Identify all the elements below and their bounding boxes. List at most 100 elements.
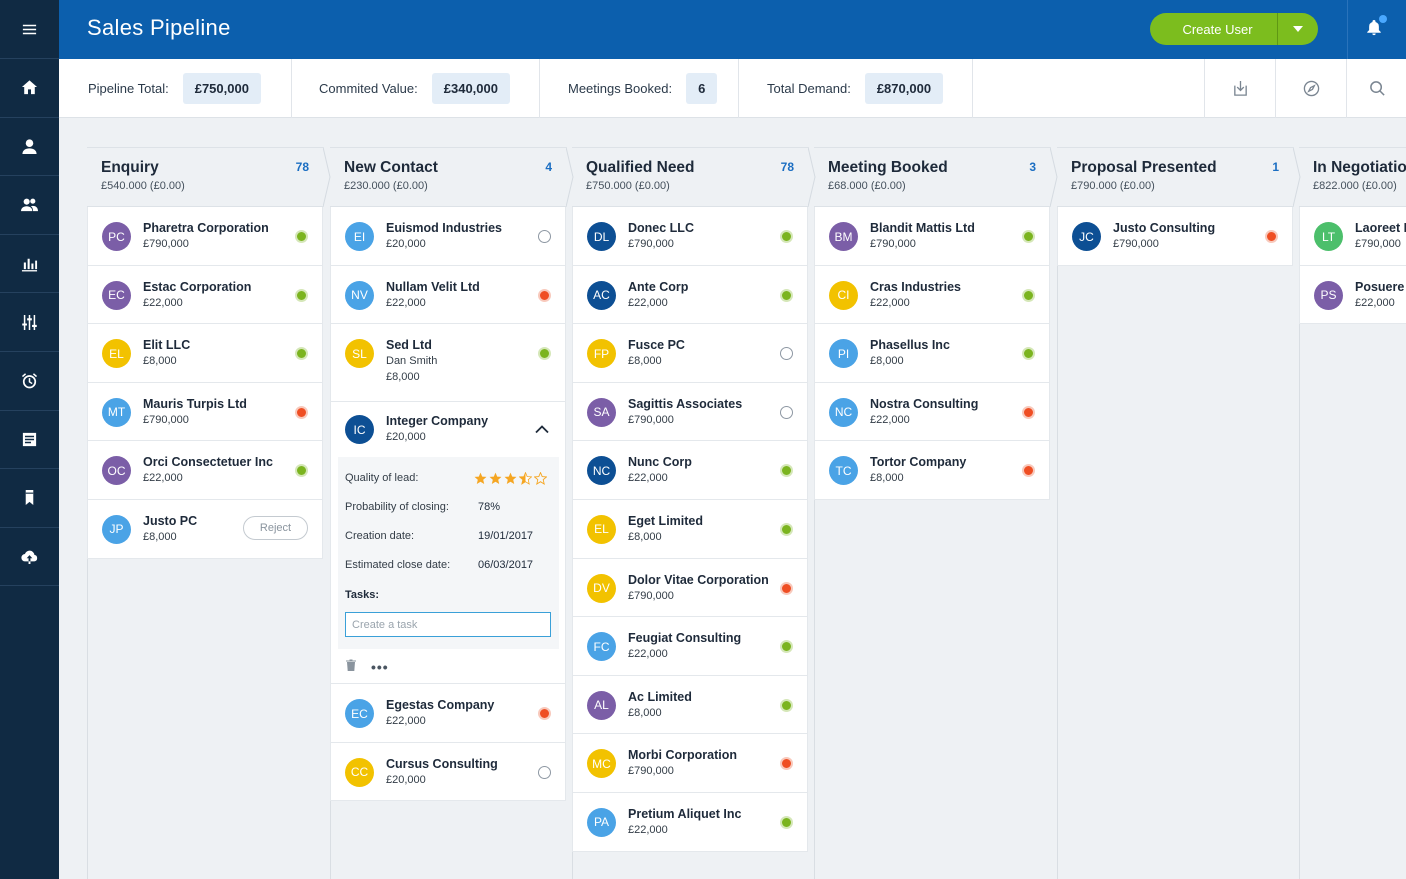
status-green-indicator[interactable]: [1022, 230, 1035, 243]
deal-card[interactable]: SL Sed Ltd Dan Smith £8,000: [330, 324, 566, 403]
column-title: New Contact: [344, 159, 438, 176]
status-red-indicator[interactable]: [1022, 405, 1035, 419]
sidebar-item-home[interactable]: [0, 59, 59, 118]
create-task-input[interactable]: [345, 612, 551, 638]
status-empty-indicator[interactable]: [780, 405, 793, 419]
column-header[interactable]: New Contact £230.000 (£0.00) 4: [330, 147, 566, 207]
column-header[interactable]: Proposal Presented £790.000 (£0.00) 1: [1057, 147, 1293, 207]
status-green-indicator[interactable]: [780, 640, 793, 654]
status-red-indicator[interactable]: [538, 707, 551, 721]
status-green-indicator[interactable]: [295, 230, 308, 243]
search-icon[interactable]: [1342, 59, 1406, 118]
deal-card[interactable]: EL Eget Limited £8,000: [572, 499, 808, 559]
bell-icon[interactable]: [1365, 15, 1387, 40]
status-green-indicator[interactable]: [1022, 347, 1035, 361]
column-divider-arrow: [322, 147, 331, 208]
sidebar-item-reports[interactable]: [0, 235, 59, 294]
sidebar-item-filters[interactable]: [0, 293, 59, 352]
star-full-icon[interactable]: [489, 472, 502, 485]
status-red-indicator[interactable]: [1265, 230, 1278, 243]
deal-card[interactable]: PC Pharetra Corporation £790,000: [87, 207, 323, 266]
status-green-indicator[interactable]: [780, 288, 793, 302]
deal-card[interactable]: MC Morbi Corporation £790,000: [572, 734, 808, 793]
sidebar-item-users[interactable]: [0, 176, 59, 235]
column-header[interactable]: In Negotiation £822.000 (£0.00): [1299, 147, 1406, 207]
deal-card[interactable]: NV Nullam Velit Ltd £22,000: [330, 265, 566, 325]
status-green-indicator[interactable]: [295, 288, 308, 302]
sidebar-item-bookmarks[interactable]: [0, 469, 59, 528]
status-green-indicator[interactable]: [780, 230, 793, 243]
star-full-icon[interactable]: [474, 472, 487, 485]
status-green-indicator[interactable]: [780, 522, 793, 536]
star-empty-icon[interactable]: [534, 472, 547, 486]
deal-card[interactable]: LT Laoreet Ltd £790,000: [1299, 207, 1406, 266]
column-header[interactable]: Enquiry £540.000 (£0.00) 78: [87, 147, 323, 207]
deal-card[interactable]: EC Egestas Company £22,000: [330, 684, 566, 743]
sidebar-item-notes[interactable]: [0, 411, 59, 470]
deal-card[interactable]: AL Ac Limited £8,000: [572, 675, 808, 735]
column-header[interactable]: Meeting Booked £68.000 (£0.00) 3: [814, 147, 1050, 207]
sidebar-item-user[interactable]: [0, 118, 59, 177]
status-red-indicator[interactable]: [780, 581, 793, 595]
status-green-indicator[interactable]: [780, 815, 793, 829]
more-options-icon[interactable]: •••: [371, 659, 389, 676]
column-header[interactable]: Qualified Need £750.000 (£0.00) 78: [572, 147, 808, 207]
create-user-button[interactable]: Create User: [1150, 13, 1318, 45]
deal-card[interactable]: OC Orci Consectetuer Inc £22,000: [87, 441, 323, 500]
status-green-indicator[interactable]: [780, 464, 793, 478]
deal-card[interactable]: MT Mauris Turpis Ltd £790,000: [87, 382, 323, 442]
status-green-indicator[interactable]: [295, 347, 308, 361]
reject-button[interactable]: Reject: [243, 515, 308, 540]
sidebar-item-menu[interactable]: [0, 0, 59, 59]
status-green-indicator[interactable]: [538, 347, 551, 361]
deal-value: £790,000: [628, 765, 674, 778]
status-green-indicator[interactable]: [295, 464, 308, 478]
deal-card[interactable]: JP Justo PC £8,000 Reject: [87, 499, 323, 559]
deal-card[interactable]: EI Euismod Industries £20,000: [330, 207, 566, 266]
column-total: £68.000 (£0.00): [828, 180, 906, 192]
status-red-indicator[interactable]: [780, 757, 793, 771]
deal-card[interactable]: JC Justo Consulting £790,000: [1057, 207, 1293, 266]
chevron-up-icon[interactable]: [535, 421, 549, 434]
status-green-indicator[interactable]: [780, 698, 793, 712]
deal-card[interactable]: SA Sagittis Associates £790,000: [572, 382, 808, 442]
lead-rating[interactable]: [474, 472, 547, 486]
button-divider: [1277, 13, 1278, 45]
chevron-down-icon[interactable]: [1278, 13, 1318, 45]
deal-card[interactable]: FC Feugiat Consulting £22,000: [572, 617, 808, 676]
expanded-header[interactable]: IC Integer Company £20,000: [331, 402, 565, 457]
deal-card[interactable]: BM Blandit Mattis Ltd £790,000: [814, 207, 1050, 266]
create-user-label[interactable]: Create User: [1182, 21, 1253, 37]
deal-card[interactable]: DV Dolor Vitae Corporation £790,000: [572, 558, 808, 618]
deal-card[interactable]: TC Tortor Company £8,000: [814, 441, 1050, 500]
status-empty-indicator[interactable]: [538, 765, 551, 779]
status-green-indicator[interactable]: [1022, 288, 1035, 302]
deal-card[interactable]: PI Phasellus Inc £8,000: [814, 324, 1050, 383]
deal-card[interactable]: EC Estac Corporation £22,000: [87, 265, 323, 325]
deal-value: £8,000: [628, 706, 662, 719]
sidebar-item-alarms[interactable]: [0, 352, 59, 411]
deal-card[interactable]: NC Nostra Consulting £22,000: [814, 382, 1050, 442]
deal-card[interactable]: PS Posuere Sed £22,000: [1299, 265, 1406, 325]
status-red-indicator[interactable]: [1022, 464, 1035, 478]
deal-card[interactable]: CI Cras Industries £22,000: [814, 265, 1050, 325]
trash-icon[interactable]: [345, 658, 357, 676]
deal-card[interactable]: FP Fusce PC £8,000: [572, 324, 808, 383]
deal-card[interactable]: EL Elit LLC £8,000: [87, 324, 323, 383]
deal-card-expanded[interactable]: IC Integer Company £20,000 Quality of lead:…: [330, 402, 566, 685]
status-red-indicator[interactable]: [538, 288, 551, 302]
status-empty-indicator[interactable]: [538, 230, 551, 243]
status-empty-indicator[interactable]: [780, 347, 793, 361]
status-red-indicator[interactable]: [295, 405, 308, 419]
download-icon[interactable]: [1205, 59, 1275, 118]
deal-card[interactable]: PA Pretium Aliquet Inc £22,000: [572, 792, 808, 852]
deal-card[interactable]: AC Ante Corp £22,000: [572, 265, 808, 325]
star-half-icon[interactable]: [519, 472, 532, 486]
column-count: 1: [1272, 160, 1279, 174]
deal-card[interactable]: DL Donec LLC £790,000: [572, 207, 808, 266]
star-full-icon[interactable]: [504, 472, 517, 485]
sidebar-item-upload[interactable]: [0, 528, 59, 587]
deal-card[interactable]: CC Cursus Consulting £20,000: [330, 742, 566, 802]
compass-icon[interactable]: [1276, 59, 1346, 118]
deal-card[interactable]: NC Nunc Corp £22,000: [572, 441, 808, 500]
